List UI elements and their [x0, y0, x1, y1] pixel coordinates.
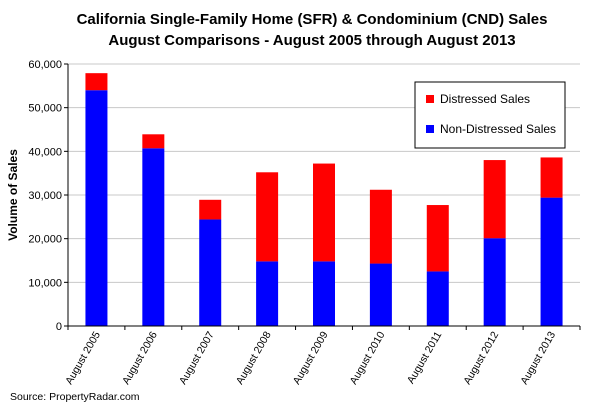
legend-box: [414, 81, 566, 149]
bar-non-distressed-sales: [313, 261, 335, 326]
bar-non-distressed-sales: [85, 90, 108, 326]
bar-distressed-sales: [540, 157, 563, 198]
x-tick-label: August 2009: [291, 329, 331, 386]
y-axis-label: Volume of Sales: [6, 149, 20, 241]
legend-swatch-distressed: [426, 95, 434, 103]
x-tick-label: August 2005: [63, 329, 103, 386]
bar-distressed-sales: [369, 189, 392, 264]
bar-non-distressed-sales: [426, 271, 449, 326]
y-tick-label: 50,000: [28, 103, 62, 115]
bar-distressed-sales: [85, 73, 108, 91]
x-tick-label: August 2008: [234, 329, 274, 386]
bar-non-distressed-sales: [199, 219, 222, 326]
bar-non-distressed-sales: [540, 197, 563, 326]
bar-non-distressed-sales: [142, 148, 165, 326]
y-tick-label: 30,000: [28, 190, 62, 202]
chart-title-line-2: August Comparisons - August 2005 through…: [108, 32, 515, 49]
x-tick-label: August 2007: [177, 329, 217, 386]
bar-non-distressed-sales: [256, 261, 279, 326]
x-tick-label: August 2012: [461, 329, 501, 386]
legend-swatch-non-distressed: [426, 125, 434, 133]
y-tick-label: 60,000: [28, 59, 62, 71]
x-tick-label: August 2006: [120, 329, 160, 386]
legend: Distressed Sales Non-Distressed Sales: [414, 81, 566, 149]
x-tick-labels: August 2005 August 2006 August 2007 August …: [63, 329, 558, 386]
axes: [64, 63, 581, 330]
bar-distressed-sales: [483, 160, 506, 239]
bars: [85, 73, 563, 326]
bar-distressed-sales: [313, 163, 335, 262]
bar-non-distressed-sales: [369, 263, 392, 326]
x-tick-label: August 2010: [348, 329, 388, 386]
chart-title-line-1: California Single-Family Home (SFR) & Co…: [77, 11, 548, 28]
legend-label-non-distressed: Non-Distressed Sales: [440, 122, 556, 136]
y-tick-label: 0: [56, 321, 62, 333]
bar-distressed-sales: [256, 172, 279, 262]
source-note: Source: PropertyRadar.com: [10, 391, 140, 403]
bar-non-distressed-sales: [483, 238, 506, 326]
y-tick-labels: 0 10,000 20,000 30,000 40,000 50,000 60,000: [28, 59, 62, 333]
y-tick-label: 10,000: [28, 277, 62, 289]
y-tick-label: 20,000: [28, 234, 62, 246]
legend-label-distressed: Distressed Sales: [440, 92, 530, 106]
bar-distressed-sales: [426, 205, 449, 272]
x-tick-label: August 2011: [405, 329, 445, 386]
x-tick-label: August 2013: [518, 329, 558, 386]
bar-distressed-sales: [142, 134, 165, 149]
y-tick-label: 40,000: [28, 146, 62, 158]
bar-distressed-sales: [199, 199, 222, 220]
